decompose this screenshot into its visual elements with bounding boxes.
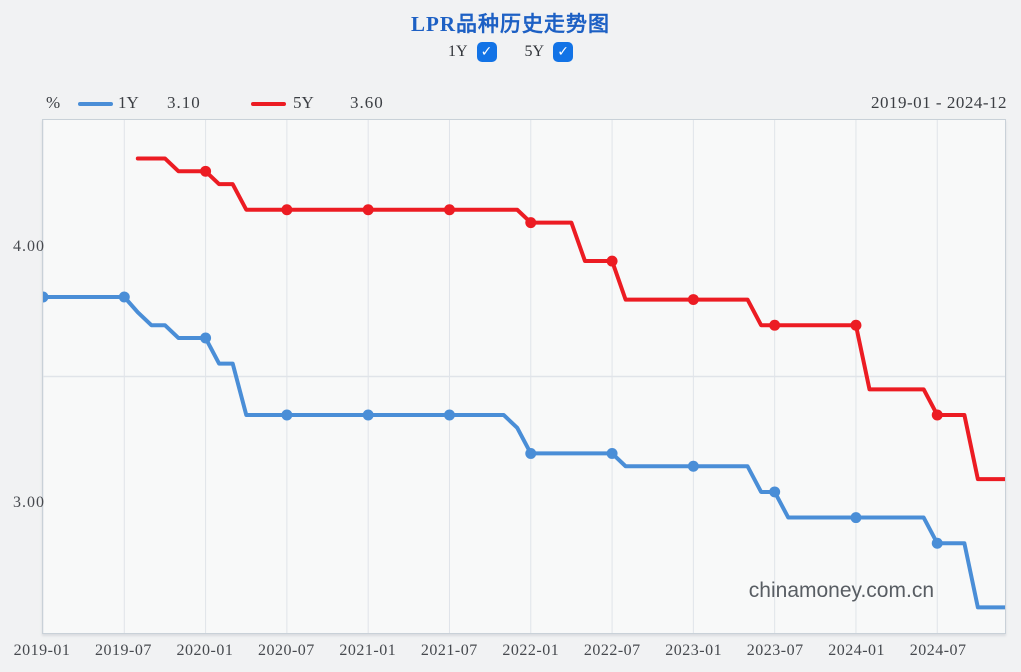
checkmark-icon: ✓	[557, 44, 569, 60]
x-axis-tick-label: 2023-07	[746, 642, 804, 659]
legend-label-5y: 5Y	[293, 93, 314, 112]
data-point-marker-1y	[43, 291, 49, 303]
data-point-marker-1y	[200, 332, 212, 344]
data-point-marker-1y	[850, 512, 862, 524]
legend-row: % 1Y 3.10 5Y 3.60 2019-01 - 2024-12	[0, 93, 1021, 115]
data-point-marker-1y	[362, 409, 374, 421]
watermark-text: chinamoney.com.cn	[748, 579, 934, 602]
data-point-marker-1y	[931, 537, 943, 549]
checkmark-icon: ✓	[480, 44, 493, 60]
page-title: LPR品种历史走势图	[411, 12, 610, 36]
data-point-marker-5y	[931, 409, 943, 421]
data-point-marker-5y	[281, 204, 293, 216]
legend-value-5y: 3.60	[350, 93, 384, 112]
x-axis-tick-label: 2020-01	[176, 642, 234, 659]
x-axis-tick-label: 2021-01	[339, 642, 397, 659]
x-axis-tick-label: 2022-01	[502, 642, 560, 659]
x-axis: 2019-01 2019-07 2020-01 2020-07 2021-01 2021-…	[0, 642, 1021, 666]
data-point-marker-1y	[525, 447, 537, 459]
data-point-marker-5y	[200, 165, 212, 177]
data-point-marker-1y	[281, 409, 293, 421]
y-axis-unit-label: %	[46, 93, 61, 112]
data-point-marker-1y	[443, 409, 455, 421]
data-point-marker-5y	[606, 255, 618, 267]
x-axis-tick-label: 2023-01	[665, 642, 723, 659]
checkbox-1y[interactable]: ✓	[476, 42, 497, 62]
data-point-marker-5y	[443, 204, 455, 216]
legend-value-1y: 3.10	[167, 93, 201, 112]
x-axis-tick-label: 2021-07	[420, 642, 478, 659]
x-axis-tick-label: 2024-07	[909, 642, 967, 659]
legend-swatch-5y	[251, 102, 286, 106]
data-point-marker-1y	[687, 460, 699, 472]
x-axis-tick-label: 2020-07	[257, 642, 315, 659]
data-point-marker-5y	[362, 204, 374, 216]
x-axis-tick-label: 2019-07	[95, 642, 152, 659]
x-axis-tick-label: 2022-07	[583, 642, 641, 659]
toggle-label-5y: 5Y	[524, 43, 545, 60]
data-point-marker-1y	[769, 486, 781, 498]
data-point-marker-5y	[525, 217, 537, 229]
series-line-5y	[135, 156, 1005, 482]
data-point-marker-1y	[606, 447, 618, 459]
chart-plot-svg	[43, 120, 1005, 633]
legend-swatch-1y	[78, 102, 113, 106]
data-point-marker-1y	[118, 291, 130, 303]
legend-item-1y: 1Y 3.10 5Y 3.60	[0, 93, 1021, 115]
x-axis-tick-label: 2024-01	[828, 642, 886, 659]
checkbox-5y[interactable]: ✓	[553, 42, 574, 62]
toggle-label-1y: 1Y	[447, 43, 468, 60]
date-range-label: 2019-01 - 2024-12	[871, 93, 1007, 112]
x-axis-tick-label: 2019-01	[13, 642, 71, 659]
y-axis-tick-label-lower: 3.00	[13, 494, 45, 511]
data-point-marker-5y	[687, 294, 699, 306]
chart-plot-area[interactable]: chinamoney.com.cn	[42, 119, 1006, 634]
data-point-marker-5y	[769, 319, 781, 331]
data-point-marker-5y	[850, 319, 862, 331]
series-toggle-row: 1Y ✓ 5Y ✓	[0, 40, 1021, 64]
legend-label-1y: 1Y	[118, 93, 139, 112]
y-axis-tick-label-upper: 4.00	[13, 238, 45, 255]
